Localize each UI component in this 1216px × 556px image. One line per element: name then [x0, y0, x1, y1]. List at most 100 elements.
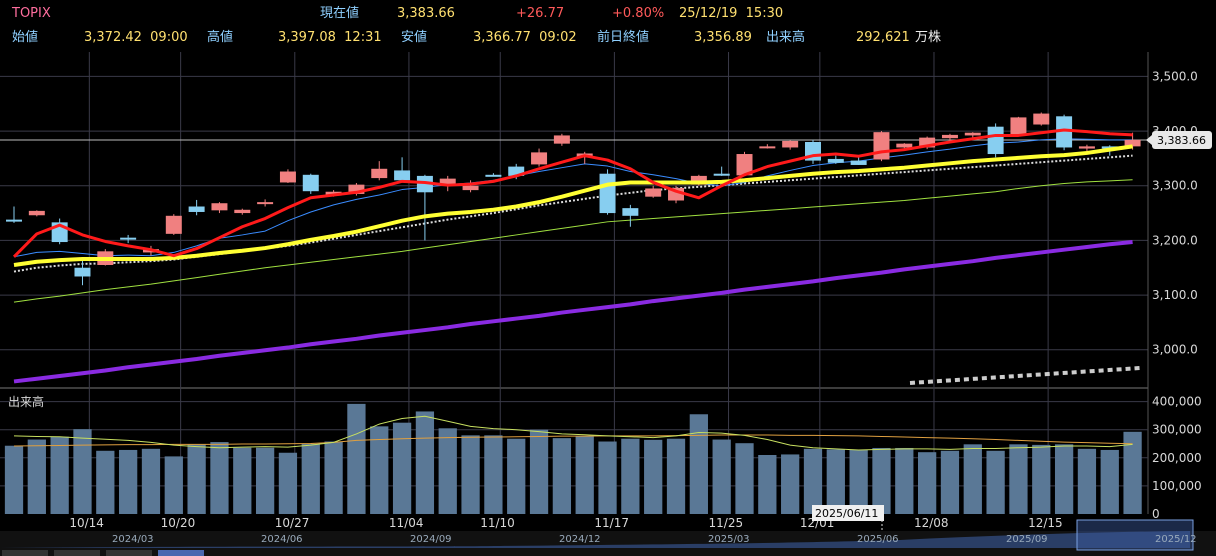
volume-bar	[484, 435, 503, 514]
volume-bar	[781, 454, 800, 514]
hover-date-badge-text: 2025/06/11	[815, 507, 878, 520]
date-navigator[interactable]: 2024/03 2024/06 2024/09 2024/12 2025/03 2025/…	[0, 505, 1216, 556]
volume-bar	[849, 449, 868, 514]
volume-value: 292,621	[856, 30, 910, 45]
volume-tick-label: 100,000	[1152, 479, 1202, 493]
volume-bar	[712, 439, 731, 514]
candle-body	[919, 137, 936, 148]
candle-body	[1033, 113, 1050, 125]
candle-body	[827, 158, 844, 163]
candle-body	[987, 126, 1004, 155]
price-tick-label: 3,100.0	[1152, 288, 1198, 302]
current-price-label: 現在値	[320, 6, 360, 21]
volume-bar	[278, 452, 298, 514]
candle-body	[439, 178, 456, 186]
date-tick-label: 11/25	[709, 516, 744, 530]
volume-bar	[529, 429, 549, 514]
candle-body	[371, 168, 388, 179]
volume-tick-label: 400,000	[1152, 395, 1202, 409]
candle-body	[211, 203, 228, 211]
volume-bar	[872, 447, 891, 514]
candle-body	[74, 267, 91, 277]
low-label: 安値	[401, 30, 428, 45]
volume-bar	[73, 429, 92, 514]
volume-bar	[963, 444, 982, 514]
ma-green-line	[13, 179, 1133, 303]
candle-body	[1010, 117, 1027, 135]
volume-unit: 万株	[915, 30, 942, 45]
navigator-date-label: 2024/12	[559, 534, 601, 545]
candle-body	[759, 146, 776, 149]
candle-body	[508, 166, 525, 176]
price-tick-label: 3,200.0	[1152, 233, 1198, 247]
date-tick-label: 12/15	[1028, 516, 1063, 530]
candle-body	[1056, 116, 1073, 148]
ma-purple-line	[13, 240, 1133, 384]
candle-body	[28, 210, 45, 216]
volume-bar	[119, 449, 138, 514]
candle-body	[165, 215, 182, 234]
date-tick-label: 10/27	[275, 516, 310, 530]
volume-bar	[141, 448, 161, 514]
volume-bar	[392, 422, 412, 514]
volume-bar	[347, 403, 366, 514]
candle-body	[188, 206, 205, 212]
volume-bar	[27, 439, 46, 514]
navigator-date-label: 2025/09	[1006, 534, 1048, 545]
prev-close-value: 3,356.89	[694, 30, 752, 45]
navigator-range-handle[interactable]	[1076, 519, 1194, 551]
candle-body	[302, 174, 319, 192]
price-change: +26.77	[516, 6, 565, 21]
volume-ma-long	[13, 434, 1133, 447]
navigator-date-label: 2025/06	[857, 534, 899, 545]
volume-bar	[415, 411, 435, 514]
ma-red-line	[12, 128, 1133, 258]
volume-bar	[598, 441, 617, 514]
volume-bar	[187, 444, 206, 514]
volume-bar	[666, 438, 686, 514]
volume-bar	[918, 452, 937, 514]
date-tick-label: 10/14	[69, 516, 104, 530]
volume-bar	[438, 428, 457, 514]
volume-bar	[507, 438, 526, 514]
volume-bar	[735, 443, 754, 514]
ma-blue-line	[13, 138, 1133, 258]
volume-bar	[370, 426, 389, 514]
navigator-date-label: 2024/03	[112, 534, 154, 545]
date-tick-label: 11/04	[389, 516, 424, 530]
period-tab[interactable]	[2, 550, 48, 556]
candle-body	[257, 202, 274, 205]
volume-bar	[1032, 444, 1051, 514]
volume-bar	[940, 450, 960, 514]
current-price-badge-arrow	[1146, 134, 1152, 145]
high-value: 3,397.08 12:31	[278, 30, 382, 45]
hover-date-badge	[812, 505, 884, 521]
volume-bar	[324, 441, 343, 514]
candle-body	[485, 174, 502, 177]
candle-body	[234, 209, 251, 214]
ma-yellow-line	[13, 144, 1133, 267]
period-tab[interactable]	[54, 550, 100, 556]
axis-labels: 3,000.03,100.03,200.03,300.03,400.03,500…	[8, 69, 1212, 530]
volume-bar	[803, 448, 823, 514]
volume-bar	[621, 438, 640, 514]
navigator-date-label: 2025/12	[1155, 534, 1197, 545]
volume-bar	[986, 450, 1005, 514]
volume-bar	[50, 436, 69, 514]
volume-bar	[164, 456, 183, 514]
volume-bar	[301, 443, 320, 514]
candle-body	[850, 160, 867, 165]
quote-datetime: 25/12/19 15:30	[679, 6, 784, 21]
price-change-percent: +0.80%	[612, 6, 665, 21]
period-tab[interactable]	[158, 550, 204, 556]
volume-panel	[4, 403, 1142, 514]
candle-body	[1124, 139, 1141, 147]
navigator-overview-area	[0, 531, 1190, 548]
candle-body	[645, 188, 662, 197]
period-tab[interactable]	[106, 550, 152, 556]
candle-body	[941, 134, 958, 139]
candle-body	[462, 185, 479, 191]
candle-body	[736, 154, 753, 176]
volume-bar	[895, 447, 914, 514]
